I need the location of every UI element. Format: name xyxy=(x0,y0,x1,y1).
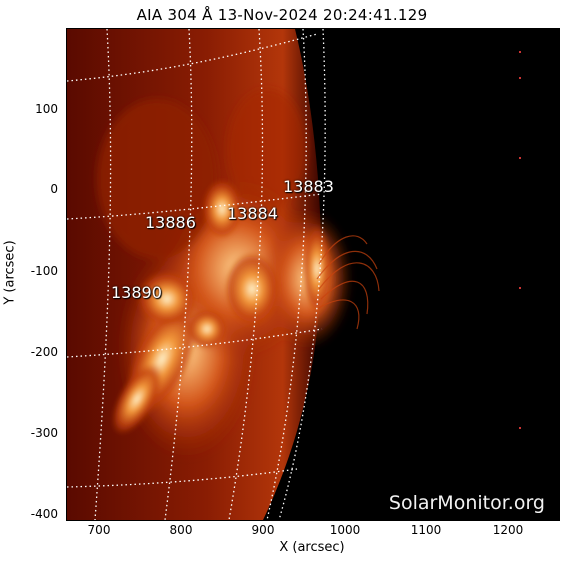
solar-limb-image xyxy=(67,29,521,520)
solar-image-panel: 13883 13884 13886 13890 SolarMonitor.org xyxy=(66,28,560,521)
active-region-label: 13883 xyxy=(283,177,334,196)
active-region-label: 13884 xyxy=(227,204,278,223)
off-limb-loops xyxy=(316,235,380,330)
y-tick-label: -100 xyxy=(30,264,58,278)
watermark: SolarMonitor.org xyxy=(388,492,545,514)
y-tick-label: 0 xyxy=(50,182,58,196)
active-region-label: 13890 xyxy=(111,283,162,302)
y-tick-label: -200 xyxy=(30,345,58,359)
active-region-label: 13886 xyxy=(145,213,196,232)
y-axis-label: Y (arcsec) xyxy=(2,240,18,305)
x-axis-label: X (arcsec) xyxy=(279,540,345,555)
x-tick-label: 1100 xyxy=(410,523,442,537)
y-tick-label: -400 xyxy=(30,507,58,521)
image-title: AIA 304 Å 13-Nov-2024 20:24:41.129 xyxy=(136,6,428,24)
y-tick-label: 100 xyxy=(35,102,58,116)
plage-cores xyxy=(111,179,331,435)
x-tick-label: 1000 xyxy=(329,523,361,537)
heliographic-grid xyxy=(67,29,326,520)
x-tick-label: 800 xyxy=(169,523,193,537)
x-tick-label: 700 xyxy=(87,523,111,537)
specks xyxy=(519,51,521,429)
y-tick-label: -300 xyxy=(30,426,58,440)
x-tick-label: 1200 xyxy=(492,523,524,537)
x-tick-label: 900 xyxy=(251,523,275,537)
